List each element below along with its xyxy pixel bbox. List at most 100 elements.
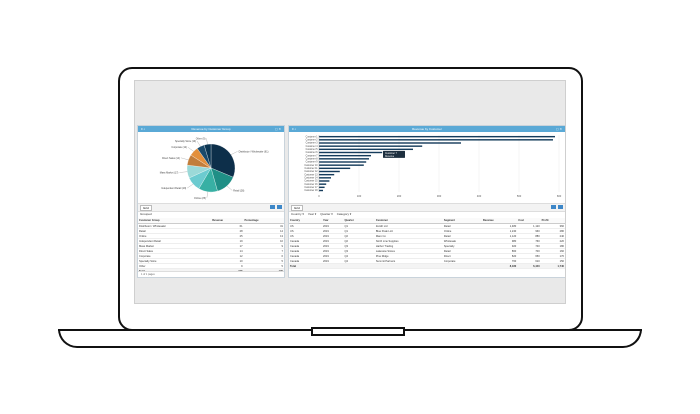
pie-label-leader [187, 183, 194, 189]
table-row[interactable]: Canada 2019 Q4 Summit Partners Corporate 760 6… [289, 258, 565, 264]
bar [319, 183, 327, 185]
table-row[interactable]: Corporate 12 6 [138, 253, 284, 259]
column-header[interactable]: Country [289, 218, 322, 224]
filter-chip[interactable]: Year ▾ [307, 212, 317, 216]
y-tick-label: Customer 5 [306, 148, 319, 151]
table-cell: 10 [243, 238, 284, 244]
y-tick-label: Customer 15 [304, 180, 318, 183]
filter-chip[interactable]: Quarter ▾ [320, 212, 333, 216]
table-cell: 1,240 [481, 228, 518, 234]
table-cell: Online [442, 228, 482, 234]
grid-view-button[interactable]: Grid [291, 205, 303, 211]
table-cell: 14 [243, 228, 284, 234]
table-cell: Canada [289, 258, 322, 264]
table-cell: 2019 [322, 223, 344, 229]
x-tick-label: 0 [318, 194, 320, 198]
table-row[interactable]: Online 25 13 [138, 233, 284, 239]
customer-table: Country Year Quarter Customer Segment Revenue… [289, 218, 565, 269]
table-cell: 2019 [322, 238, 344, 244]
pie-label: Distributor / Wholesaler (61) [239, 150, 269, 153]
y-tick-label: Customer 1 [306, 135, 319, 138]
table-total-row[interactable]: Total 8,180 6,440 1,740 [289, 263, 565, 269]
export-button[interactable] [551, 205, 556, 209]
table-header-row: Country Year Quarter Customer Segment Revenue… [289, 218, 565, 224]
table-row[interactable]: US 2019 Q2 Maro Co Retail 1,120 880 240 [289, 233, 565, 239]
menu-icon[interactable]: ≡ ⌕ [292, 127, 297, 131]
table-cell: Q4 [343, 253, 375, 259]
table-cell: Wholesale [442, 238, 482, 244]
table-cell: Maro Co [374, 233, 443, 239]
table-cell: 8,180 [481, 263, 518, 269]
table-cell: Lakeview Stores [374, 248, 443, 254]
pager: 1 of 1 pages [138, 271, 284, 277]
window-controls-icon[interactable]: ▢ ✕ [274, 127, 281, 131]
y-tick-label: Customer 14 [304, 177, 318, 180]
table-cell: Q1 [343, 223, 375, 229]
pie-chart-area: Distributor / Wholesaler (61) Retail (28)… [138, 132, 284, 202]
table-row[interactable]: Canada 2019 Q3 Harbor Trading Specialty 920 74… [289, 243, 565, 249]
table-cell: Zenith Ltd [374, 223, 443, 229]
column-header[interactable]: Quarter [343, 218, 375, 224]
table-cell: 1,120 [481, 233, 518, 239]
table-cell [442, 263, 482, 269]
filter-bar: Country ▾ Year ▾ Quarter ▾ Category ▾ [289, 211, 565, 217]
column-header[interactable]: Revenue [481, 218, 518, 224]
table-row[interactable]: Mass Market 17 9 [138, 243, 284, 249]
table-row[interactable]: Specialty Store 10 5 [138, 258, 284, 264]
y-tick-label: Customer 3 [306, 142, 319, 145]
table-row[interactable]: Canada 2019 Q3 Lakeview Stores Retail 860 700 1… [289, 248, 565, 254]
x-tick-label: 500 [517, 194, 522, 198]
customer-group-table: Customer Group Revenue Percentage Distribu… [138, 218, 284, 274]
table-cell: 180 [540, 243, 565, 249]
settings-button[interactable] [277, 205, 282, 209]
table-row[interactable]: Direct Sales 14 7 [138, 248, 284, 254]
table-row[interactable]: Canada 2019 Q2 North Line Supplies Wholesale… [289, 238, 565, 244]
grouping-label[interactable]: Grouped [140, 212, 152, 216]
table-cell: 760 [481, 258, 518, 264]
bar [319, 154, 371, 157]
table-cell: Canada [289, 238, 322, 244]
table-cell: 61 [211, 223, 244, 229]
column-header[interactable]: Year [322, 218, 344, 224]
table-cell: Specialty Store [138, 258, 212, 264]
table-cell: Corporate [138, 253, 212, 259]
bar [319, 177, 331, 179]
table-row[interactable]: Other 9 5 [138, 263, 284, 269]
column-header[interactable]: Percentage [243, 218, 284, 224]
table-row[interactable]: US 2019 Q1 Blue Peak LLC Online 1,240 960 280 [289, 228, 565, 234]
settings-button[interactable] [558, 205, 563, 209]
table-row[interactable]: US 2019 Q1 Zenith Ltd Retail 1,480 1,120 360 [289, 223, 565, 229]
table-cell: 6 [243, 253, 284, 259]
filter-chip[interactable]: Category ▾ [336, 212, 352, 216]
table-cell: 13 [243, 233, 284, 239]
column-header[interactable]: Customer Group [138, 218, 212, 224]
window-controls-icon[interactable]: ▢ ✕ [555, 127, 562, 131]
filter-chip[interactable]: Country ▾ [291, 212, 304, 216]
bar [319, 148, 413, 151]
table-row[interactable]: Distributor / Wholesaler 61 31 [138, 223, 284, 229]
export-button[interactable] [270, 205, 275, 209]
table-row[interactable]: Retail 28 14 [138, 228, 284, 234]
bar [319, 151, 383, 154]
table-cell: 160 [540, 248, 565, 254]
table-cell: 12 [211, 253, 244, 259]
panel-title: Revenue by Customer Group [191, 127, 231, 131]
column-header[interactable]: Cost [517, 218, 541, 224]
table-cell: Specialty [442, 243, 482, 249]
grid-view-button[interactable]: Grid [140, 205, 152, 211]
table-cell: 1,740 [540, 263, 565, 269]
column-header[interactable]: Customer [374, 218, 443, 224]
bar [319, 145, 423, 147]
column-header[interactable]: Segment [442, 218, 482, 224]
bar [319, 180, 330, 182]
y-tick-label: Customer 11 [305, 167, 319, 170]
table-row[interactable]: Independent Retail 19 10 [138, 238, 284, 244]
bar [319, 173, 335, 176]
bar [319, 170, 340, 173]
column-header[interactable]: Revenue [211, 218, 244, 224]
column-header[interactable]: Profit [540, 218, 565, 224]
menu-icon[interactable]: ≡ ⌕ [141, 127, 146, 131]
table-cell: Canada [289, 248, 322, 254]
tooltip-box [383, 150, 405, 158]
table-row[interactable]: Canada 2019 Q4 Pine Ridge Direct 820 650 170 [289, 253, 565, 259]
